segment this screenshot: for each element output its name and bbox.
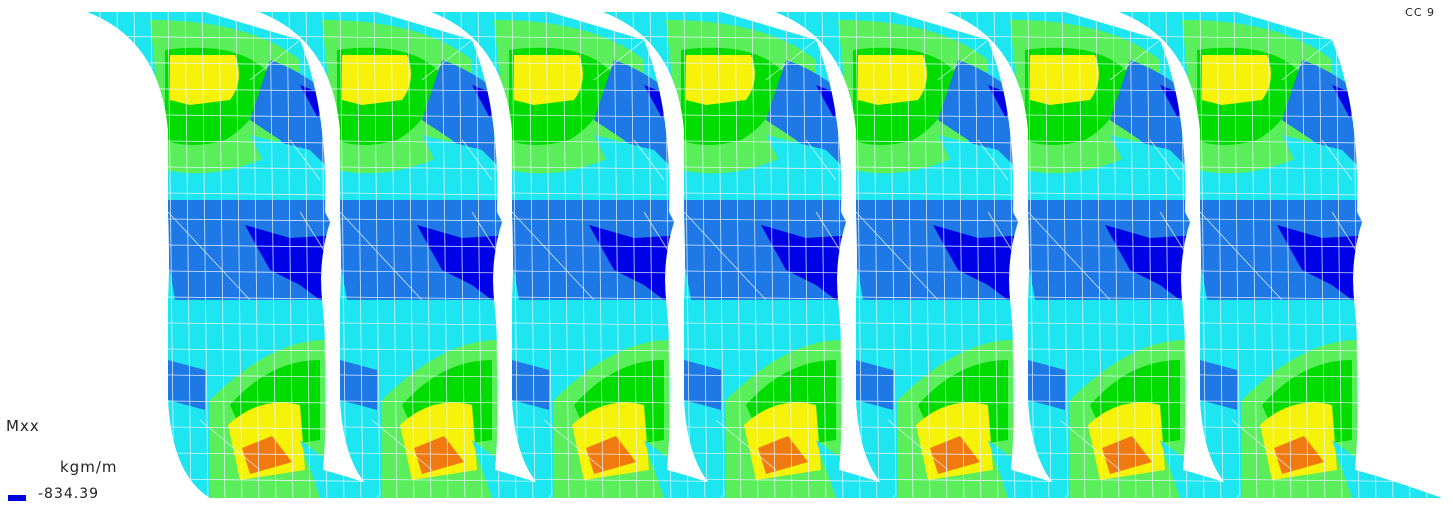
contour-band-orange (930, 436, 980, 474)
contour-band-blue (340, 360, 377, 410)
contour-band-cyan (472, 440, 582, 498)
legend-swatch (8, 495, 26, 501)
contour-band-orange (1102, 436, 1152, 474)
contour-band-orange (242, 436, 292, 474)
contour-band-yellow (342, 55, 411, 105)
contour-band-orange (586, 436, 636, 474)
contour-band-cyan (300, 440, 410, 498)
contour-band-blue (684, 360, 721, 410)
result-unit-label: kgm/m (60, 458, 118, 476)
load-case-label: CC 9 (1405, 6, 1435, 19)
contour-band-yellow (1202, 55, 1271, 105)
contour-band-cyan (644, 440, 754, 498)
contour-band-cyan (988, 440, 1098, 498)
contour-band-blue (1110, 60, 1190, 165)
contour-band-blue (1282, 60, 1362, 165)
legend-entry: -834.39 (8, 486, 99, 502)
contour-band-orange (1274, 436, 1324, 474)
contour-band-blue (168, 360, 205, 410)
contour-band-yellow (170, 55, 239, 105)
contour-band-cyan (1160, 440, 1270, 498)
contour-band-blue (1200, 360, 1237, 410)
contour-band-yellow (514, 55, 583, 105)
contour-band-blue (512, 360, 549, 410)
contour-band-yellow (1030, 55, 1099, 105)
result-quantity-label: Mxx (6, 417, 40, 435)
contour-band-blue (856, 360, 893, 410)
legend-value: -834.39 (38, 486, 100, 502)
contour-band-blue (250, 60, 330, 165)
contour-band-orange (414, 436, 464, 474)
contour-band-yellow (858, 55, 927, 105)
contour-band-cyan (816, 440, 926, 498)
contour-band-blue (766, 60, 846, 165)
contour-band-blue (422, 60, 502, 165)
contour-band-blue (1028, 360, 1065, 410)
contour-band-yellow (686, 55, 755, 105)
contour-band-blue (938, 60, 1018, 165)
contour-band-blue (594, 60, 674, 165)
contour-band-cyan (1332, 440, 1442, 498)
shell-panels (87, 12, 1442, 498)
contour-band-orange (758, 436, 808, 474)
